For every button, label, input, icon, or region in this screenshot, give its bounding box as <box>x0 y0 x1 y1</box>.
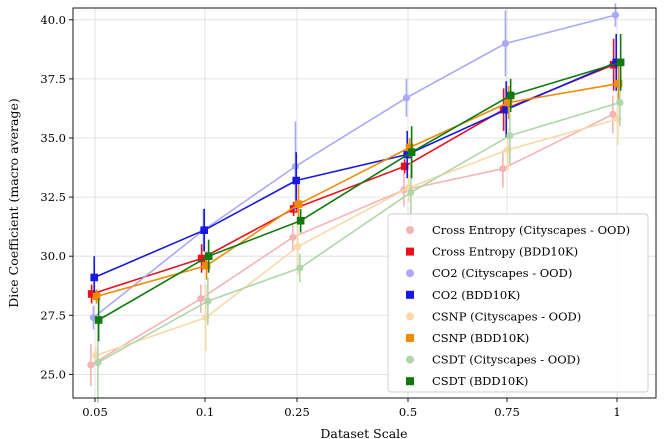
legend-label: Cross Entropy (Cityscapes - OOD) <box>432 223 630 237</box>
data-point <box>405 143 414 152</box>
y-tick-label: 40.0 <box>40 13 66 27</box>
data-point <box>294 200 303 208</box>
data-point <box>296 264 304 272</box>
legend-label: CO2 (BDD10K) <box>432 288 520 302</box>
series-line <box>92 14 616 319</box>
legend-label: CSNP (Cityscapes - OOD) <box>432 309 581 323</box>
data-point <box>616 98 624 107</box>
legend-marker <box>406 247 414 256</box>
y-tick-label: 27.5 <box>40 308 66 322</box>
legend-marker <box>406 334 414 342</box>
data-point <box>294 243 302 251</box>
data-point <box>204 297 212 305</box>
data-point <box>611 11 620 19</box>
legend-marker <box>406 377 414 386</box>
x-axis-title: Dataset Scale <box>320 426 407 439</box>
data-point <box>292 176 301 185</box>
legend-marker <box>406 312 414 321</box>
series-line <box>97 101 621 364</box>
x-tick-label: 0.5 <box>399 405 417 419</box>
y-tick-label: 37.5 <box>40 72 66 86</box>
data-point <box>499 165 507 173</box>
y-tick-label: 32.5 <box>40 190 66 204</box>
data-point <box>506 91 515 100</box>
y-axis-title: Dice Coefficient (macro average) <box>6 98 21 307</box>
data-point <box>506 132 514 140</box>
x-tick-label: 0.25 <box>284 405 310 419</box>
legend-marker <box>406 290 414 299</box>
data-point <box>289 233 297 241</box>
x-tick-label: 0.05 <box>82 405 108 419</box>
legend-label: CSDT (Cityscapes - OOD) <box>432 353 580 367</box>
legend-label: Cross Entropy (BDD10K) <box>432 245 578 259</box>
data-point <box>501 39 510 48</box>
data-point <box>400 162 409 171</box>
data-point <box>94 316 103 324</box>
data-point <box>197 254 206 263</box>
legend: Cross Entropy (Cityscapes - OOD) Cross En… <box>387 213 649 393</box>
data-point <box>200 226 209 234</box>
data-point <box>296 216 305 225</box>
data-point <box>614 79 623 88</box>
series-line <box>93 61 617 279</box>
data-point <box>612 58 621 67</box>
data-point <box>94 358 102 367</box>
data-point <box>407 148 416 156</box>
legend-marker <box>406 355 414 364</box>
series-line <box>90 113 614 366</box>
data-point <box>202 261 211 270</box>
x-tick-label: 0.1 <box>196 405 214 419</box>
series-line <box>98 61 621 321</box>
x-tick-label: 0.75 <box>494 405 520 419</box>
data-point <box>87 361 95 369</box>
data-point <box>90 273 99 282</box>
data-point <box>87 290 96 298</box>
series-line <box>96 82 619 298</box>
y-tick-label: 30.0 <box>40 249 66 263</box>
legend-label: CO2 (Cityscapes - OOD) <box>432 266 572 280</box>
y-tick-label: 35.0 <box>40 131 66 145</box>
series-7 <box>94 34 625 342</box>
data-point <box>92 292 101 301</box>
data-point <box>502 105 511 114</box>
legend-box <box>387 213 649 393</box>
data-point <box>204 252 213 260</box>
data-point <box>402 94 411 102</box>
legend-label: CSDT (BDD10K) <box>432 374 528 388</box>
data-point <box>407 188 415 196</box>
data-point <box>504 98 513 107</box>
data-point <box>289 205 298 213</box>
data-point <box>609 110 617 118</box>
legend-marker <box>406 226 414 234</box>
legend-label: CSNP (BDD10K) <box>432 331 529 345</box>
data-point <box>197 295 205 303</box>
data-point <box>616 58 625 67</box>
y-tick-label: 25.0 <box>40 367 66 381</box>
series-line <box>95 118 619 357</box>
legend-marker <box>406 269 414 278</box>
plot-frame <box>72 7 657 399</box>
x-tick-label: 1 <box>613 405 620 419</box>
